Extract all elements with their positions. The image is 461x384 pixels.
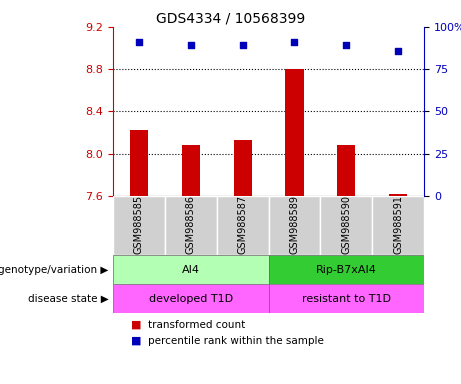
Text: GDS4334 / 10568399: GDS4334 / 10568399 xyxy=(156,12,305,25)
Point xyxy=(343,42,350,48)
Bar xyxy=(113,284,268,313)
Text: ■: ■ xyxy=(131,336,142,346)
Text: GSM988589: GSM988589 xyxy=(290,195,300,254)
Point xyxy=(291,39,298,45)
Text: Rip-B7xAI4: Rip-B7xAI4 xyxy=(316,265,377,275)
Point xyxy=(395,48,402,54)
Text: GSM988590: GSM988590 xyxy=(341,195,351,254)
Text: resistant to T1D: resistant to T1D xyxy=(302,293,391,304)
Bar xyxy=(234,140,252,196)
Bar xyxy=(182,145,200,196)
Bar xyxy=(113,196,165,255)
Text: percentile rank within the sample: percentile rank within the sample xyxy=(148,336,324,346)
Text: genotype/variation ▶: genotype/variation ▶ xyxy=(0,265,108,275)
Bar xyxy=(268,255,424,284)
Bar xyxy=(320,196,372,255)
Bar xyxy=(268,196,320,255)
Text: ■: ■ xyxy=(131,320,142,330)
Text: GSM988585: GSM988585 xyxy=(134,195,144,254)
Bar xyxy=(285,69,303,196)
Point xyxy=(187,42,195,48)
Text: GSM988587: GSM988587 xyxy=(237,195,248,254)
Text: disease state ▶: disease state ▶ xyxy=(28,293,108,304)
Bar xyxy=(113,255,268,284)
Point xyxy=(239,42,246,48)
Bar xyxy=(389,194,407,196)
Text: transformed count: transformed count xyxy=(148,320,245,330)
Text: AI4: AI4 xyxy=(182,265,200,275)
Bar xyxy=(337,145,355,196)
Point xyxy=(135,39,142,45)
Bar xyxy=(165,196,217,255)
Text: developed T1D: developed T1D xyxy=(149,293,233,304)
Bar xyxy=(268,284,424,313)
Bar xyxy=(217,196,268,255)
Text: GSM988591: GSM988591 xyxy=(393,195,403,254)
Text: GSM988586: GSM988586 xyxy=(186,195,196,254)
Bar xyxy=(372,196,424,255)
Bar xyxy=(130,130,148,196)
